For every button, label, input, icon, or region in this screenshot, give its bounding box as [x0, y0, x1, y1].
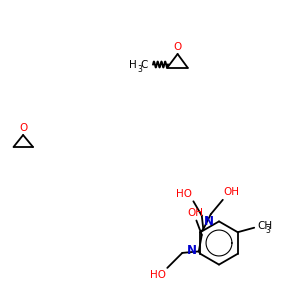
Text: N: N — [204, 215, 214, 228]
Text: OH: OH — [224, 188, 240, 197]
Text: C: C — [141, 59, 148, 70]
Text: HO: HO — [176, 189, 193, 199]
Text: O: O — [19, 123, 27, 133]
Text: 3: 3 — [137, 65, 142, 74]
Text: 3: 3 — [266, 226, 271, 235]
Text: N: N — [187, 244, 197, 257]
Text: H: H — [129, 59, 136, 70]
Text: CH: CH — [258, 221, 273, 231]
Text: OH: OH — [188, 208, 203, 218]
Text: O: O — [173, 42, 182, 52]
Text: HO: HO — [150, 270, 166, 280]
